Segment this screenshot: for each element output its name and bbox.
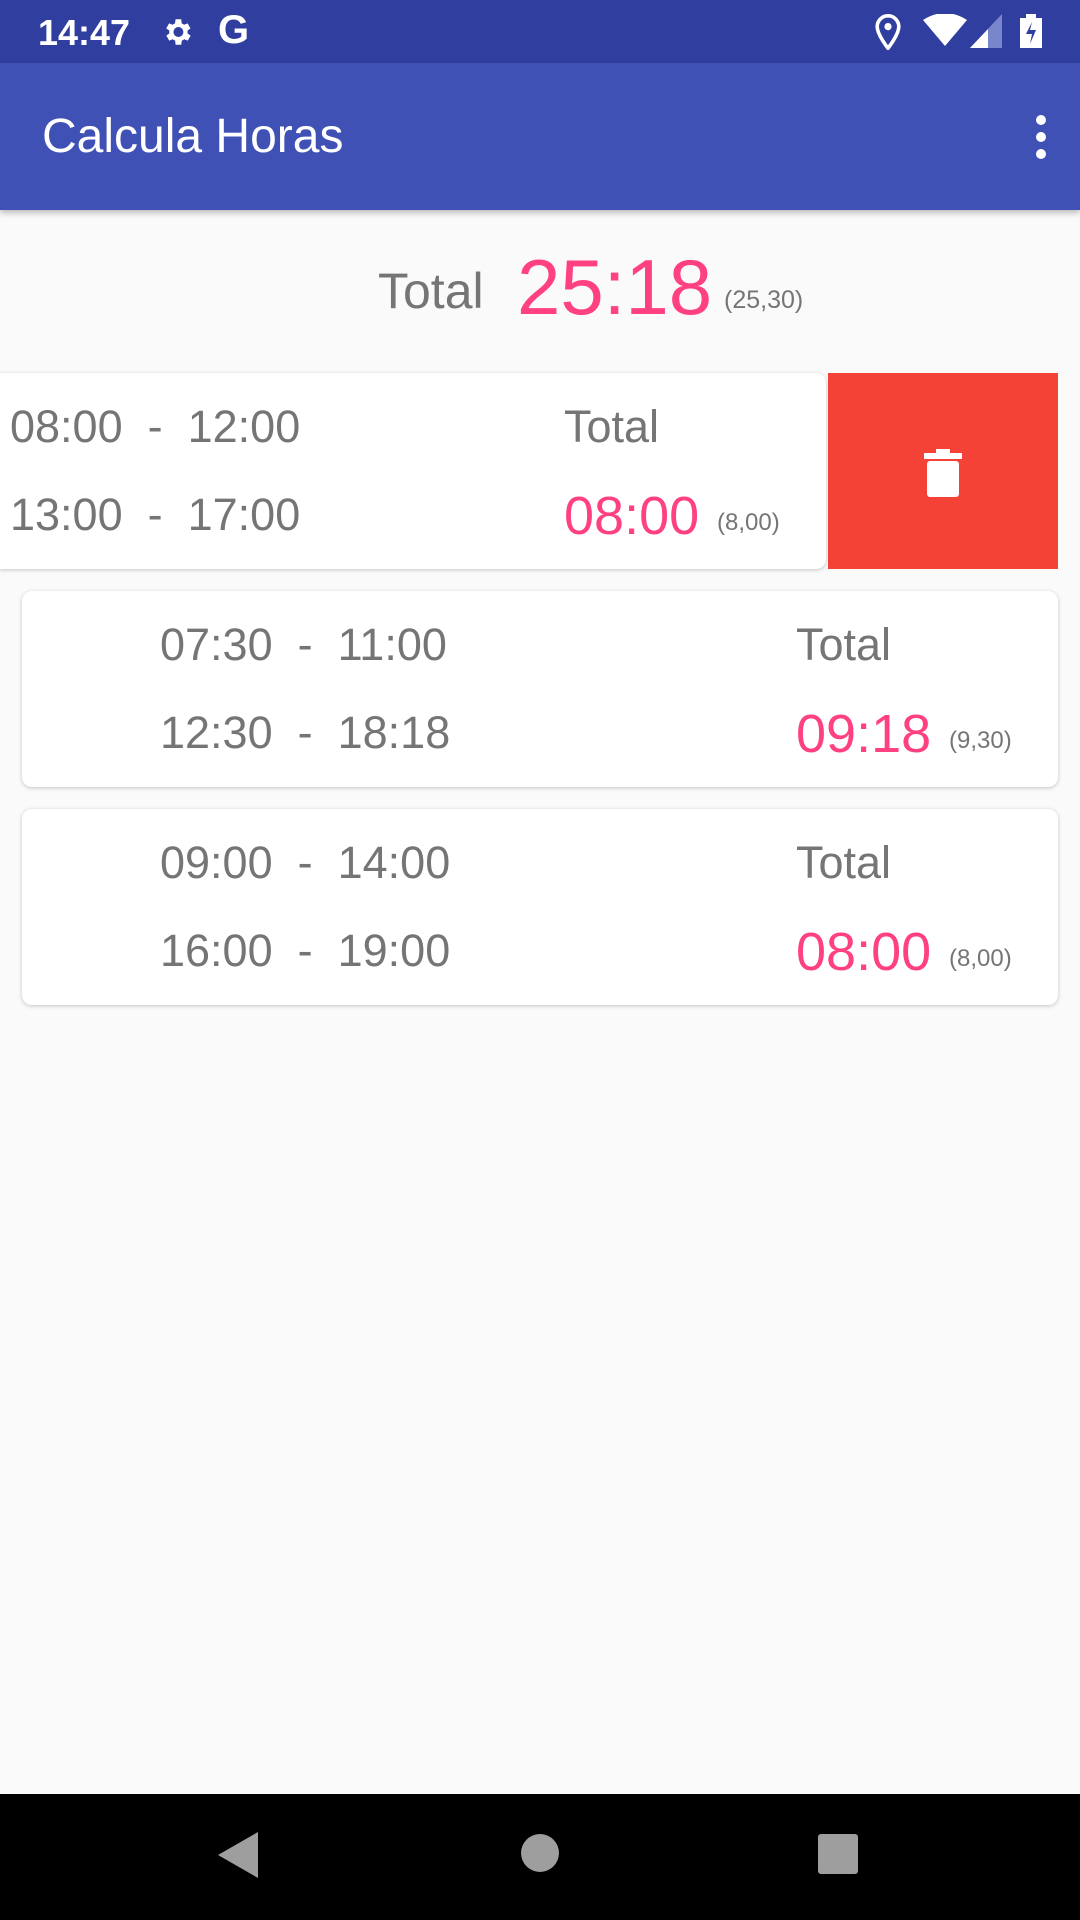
entry-period-1: 07:30 - 11:00 (160, 619, 447, 670)
location-icon (875, 14, 901, 50)
status-bar: 14:47 G (0, 0, 1080, 63)
navigation-bar (0, 1794, 1080, 1920)
entry-total: 08:00 (564, 486, 700, 546)
gear-icon (166, 19, 191, 45)
entry-total-label: Total (796, 837, 892, 888)
battery-charging-icon (1020, 14, 1042, 48)
clock: 14:47 (38, 12, 131, 53)
entry-total: 08:00 (796, 922, 932, 982)
entry-period-2: 13:00 - 17:00 (10, 489, 301, 540)
summary-decimal: (25,30) (724, 286, 804, 314)
entry-total-label: Total (796, 619, 892, 670)
entry-period-1: 09:00 - 14:00 (160, 837, 451, 888)
entry-decimal: (8,00) (949, 945, 1012, 972)
entry-decimal: (9,30) (949, 727, 1012, 754)
delete-button[interactable] (828, 373, 1058, 569)
entry-card[interactable]: 09:00 - 14:00 16:00 - 19:00 Total 08:00 … (22, 809, 1058, 1005)
summary-label: Total (378, 263, 484, 319)
google-icon: G (218, 8, 250, 52)
entry-period-1: 08:00 - 12:00 (10, 401, 301, 452)
total-summary: Total 25:18 (25,30) (0, 240, 1080, 331)
back-icon[interactable] (218, 1832, 258, 1878)
entry-card[interactable]: 08:00 - 12:00 13:00 - 17:00 Total 08:00 … (0, 373, 826, 569)
recents-icon[interactable] (818, 1834, 858, 1874)
trash-icon (924, 449, 962, 497)
signal-icon (970, 14, 1002, 48)
home-icon[interactable] (521, 1834, 559, 1872)
entry-card[interactable]: 07:30 - 11:00 12:30 - 18:18 Total 09:18 … (22, 591, 1058, 787)
entry-decimal: (8,00) (717, 509, 780, 536)
more-vert-icon[interactable] (1026, 113, 1056, 163)
summary-total: 25:18 (517, 243, 713, 331)
entry-total: 09:18 (796, 704, 932, 764)
app-bar: Calcula Horas (0, 63, 1080, 210)
entry-period-2: 16:00 - 19:00 (160, 925, 451, 976)
app-title: Calcula Horas (42, 110, 344, 163)
entry-period-2: 12:30 - 18:18 (160, 707, 451, 758)
wifi-icon (923, 14, 967, 46)
entry-total-label: Total (564, 401, 660, 452)
